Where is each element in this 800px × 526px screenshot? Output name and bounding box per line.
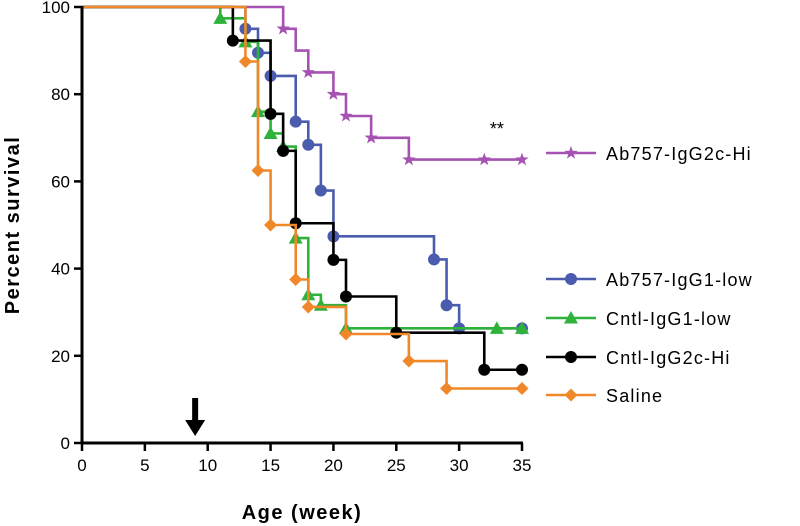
significance-annotation: ** bbox=[490, 119, 504, 139]
legend-marker-Saline bbox=[564, 388, 578, 402]
x-tick-label-35: 35 bbox=[513, 456, 532, 475]
series-point-Cntl-IgG2c-Hi-7 bbox=[478, 363, 491, 376]
series-point-Cntl-IgG1-low-3 bbox=[263, 126, 278, 139]
x-tick-label-10: 10 bbox=[198, 456, 217, 475]
series-point-Ab757-IgG2c-Hi-0 bbox=[276, 21, 290, 35]
x-tick-label-20: 20 bbox=[324, 456, 343, 475]
x-tick-label-30: 30 bbox=[450, 456, 469, 475]
y-tick-label-40: 40 bbox=[51, 260, 70, 279]
series-point-Ab757-IgG2c-Hi-2 bbox=[326, 87, 341, 100]
series-point-Cntl-IgG2c-Hi-8 bbox=[516, 363, 528, 376]
x-tick-label-5: 5 bbox=[140, 456, 149, 475]
series-point-Saline-2 bbox=[264, 218, 278, 232]
series-Cntl-IgG1-low bbox=[82, 5, 529, 334]
series-point-Cntl-IgG1-low-0 bbox=[213, 11, 228, 24]
y-tick-label-100: 100 bbox=[42, 0, 70, 17]
series-point-Saline-4 bbox=[301, 300, 315, 314]
series-point-Saline-1 bbox=[251, 164, 265, 177]
series-point-Ab757-IgG2c-Hi-3 bbox=[339, 109, 353, 122]
legend: Ab757-IgG2c-Hi Ab757-IgG1-low Cntl-IgG1-lo… bbox=[546, 144, 753, 406]
series-Ab757-IgG1-low bbox=[82, 5, 528, 335]
series-point-Cntl-IgG2c-Hi-1 bbox=[264, 107, 277, 120]
series-point-Ab757-IgG1-low-7 bbox=[428, 253, 440, 266]
legend-marker-Ab757-IgG1-low bbox=[565, 273, 577, 285]
legend-entry-Saline: Saline bbox=[546, 386, 663, 406]
series-point-Cntl-IgG1-low-10 bbox=[515, 321, 529, 334]
legend-entry-Cntl-IgG1-low: Cntl-IgG1-low bbox=[546, 309, 732, 329]
series-point-Ab757-IgG2c-Hi-4 bbox=[364, 130, 378, 144]
series-point-Saline-0 bbox=[238, 55, 252, 68]
series-point-Ab757-IgG2c-Hi-6 bbox=[477, 152, 491, 166]
series-point-Saline-3 bbox=[289, 273, 303, 286]
series-point-Cntl-IgG2c-Hi-2 bbox=[277, 144, 290, 157]
legend-label-Cntl-IgG1-low: Cntl-IgG1-low bbox=[606, 309, 732, 329]
legend-marker-Ab757-IgG2c-Hi bbox=[564, 146, 578, 159]
series-point-Saline-5 bbox=[339, 327, 353, 341]
series-point-Saline-6 bbox=[402, 354, 416, 368]
legend-entry-Ab757-IgG1-low: Ab757-IgG1-low bbox=[546, 270, 753, 290]
series-point-Cntl-IgG2c-Hi-0 bbox=[226, 34, 239, 47]
legend-label-Ab757-IgG2c-Hi: Ab757-IgG2c-Hi bbox=[606, 144, 752, 164]
series-point-Ab757-IgG1-low-5 bbox=[314, 184, 327, 197]
annotations: ** bbox=[185, 119, 504, 436]
series-point-Ab757-IgG2c-Hi-1 bbox=[301, 65, 315, 79]
y-axis-title: Percent survival bbox=[2, 136, 24, 315]
series-Ab757-IgG2c-Hi bbox=[82, 5, 529, 166]
ticks: 0 20 40 60 80 100 0 5 10 15 20 25 30 35 bbox=[42, 0, 532, 475]
x-tick-label-15: 15 bbox=[261, 456, 280, 475]
axes bbox=[80, 6, 523, 445]
series-point-Cntl-IgG2c-Hi-6 bbox=[390, 326, 403, 339]
series-point-Cntl-IgG2c-Hi-5 bbox=[340, 290, 352, 303]
legend-label-Cntl-IgG2c-Hi: Cntl-IgG2c-Hi bbox=[606, 348, 731, 368]
legend-label-Ab757-IgG1-low: Ab757-IgG1-low bbox=[606, 270, 753, 290]
legend-marker-Cntl-IgG1-low bbox=[564, 311, 578, 324]
series-point-Ab757-IgG1-low-8 bbox=[440, 299, 453, 312]
legend-entry-Ab757-IgG2c-Hi: Ab757-IgG2c-Hi bbox=[546, 144, 752, 164]
series-point-Ab757-IgG2c-Hi-7 bbox=[515, 152, 529, 166]
y-tick-label-60: 60 bbox=[51, 172, 70, 191]
arrow-down-icon bbox=[185, 398, 206, 436]
y-tick-label-0: 0 bbox=[61, 434, 70, 453]
series-line-Ab757-IgG2c-Hi bbox=[82, 5, 522, 161]
y-tick-label-20: 20 bbox=[51, 347, 70, 366]
series-point-Ab757-IgG1-low-3 bbox=[289, 115, 302, 128]
series-point-Saline-8 bbox=[515, 382, 529, 395]
series-point-Cntl-IgG2c-Hi-4 bbox=[327, 253, 340, 266]
legend-marker-Cntl-IgG2c-Hi bbox=[565, 351, 577, 363]
series-layer bbox=[82, 5, 529, 395]
x-tick-label-25: 25 bbox=[387, 456, 406, 475]
x-tick-label-0: 0 bbox=[77, 456, 86, 475]
series-Cntl-IgG2c-Hi bbox=[82, 5, 528, 376]
series-line-Cntl-IgG2c-Hi bbox=[82, 5, 522, 372]
series-point-Ab757-IgG2c-Hi-5 bbox=[402, 152, 416, 166]
series-point-Ab757-IgG1-low-4 bbox=[302, 138, 315, 151]
series-Saline bbox=[82, 5, 529, 395]
legend-entry-Cntl-IgG2c-Hi: Cntl-IgG2c-Hi bbox=[546, 348, 731, 368]
series-point-Cntl-IgG1-low-9 bbox=[489, 321, 504, 334]
y-tick-label-80: 80 bbox=[51, 85, 70, 104]
series-point-Saline-7 bbox=[440, 382, 454, 395]
x-axis-title: Age (week) bbox=[242, 502, 363, 524]
legend-label-Saline: Saline bbox=[606, 386, 663, 406]
